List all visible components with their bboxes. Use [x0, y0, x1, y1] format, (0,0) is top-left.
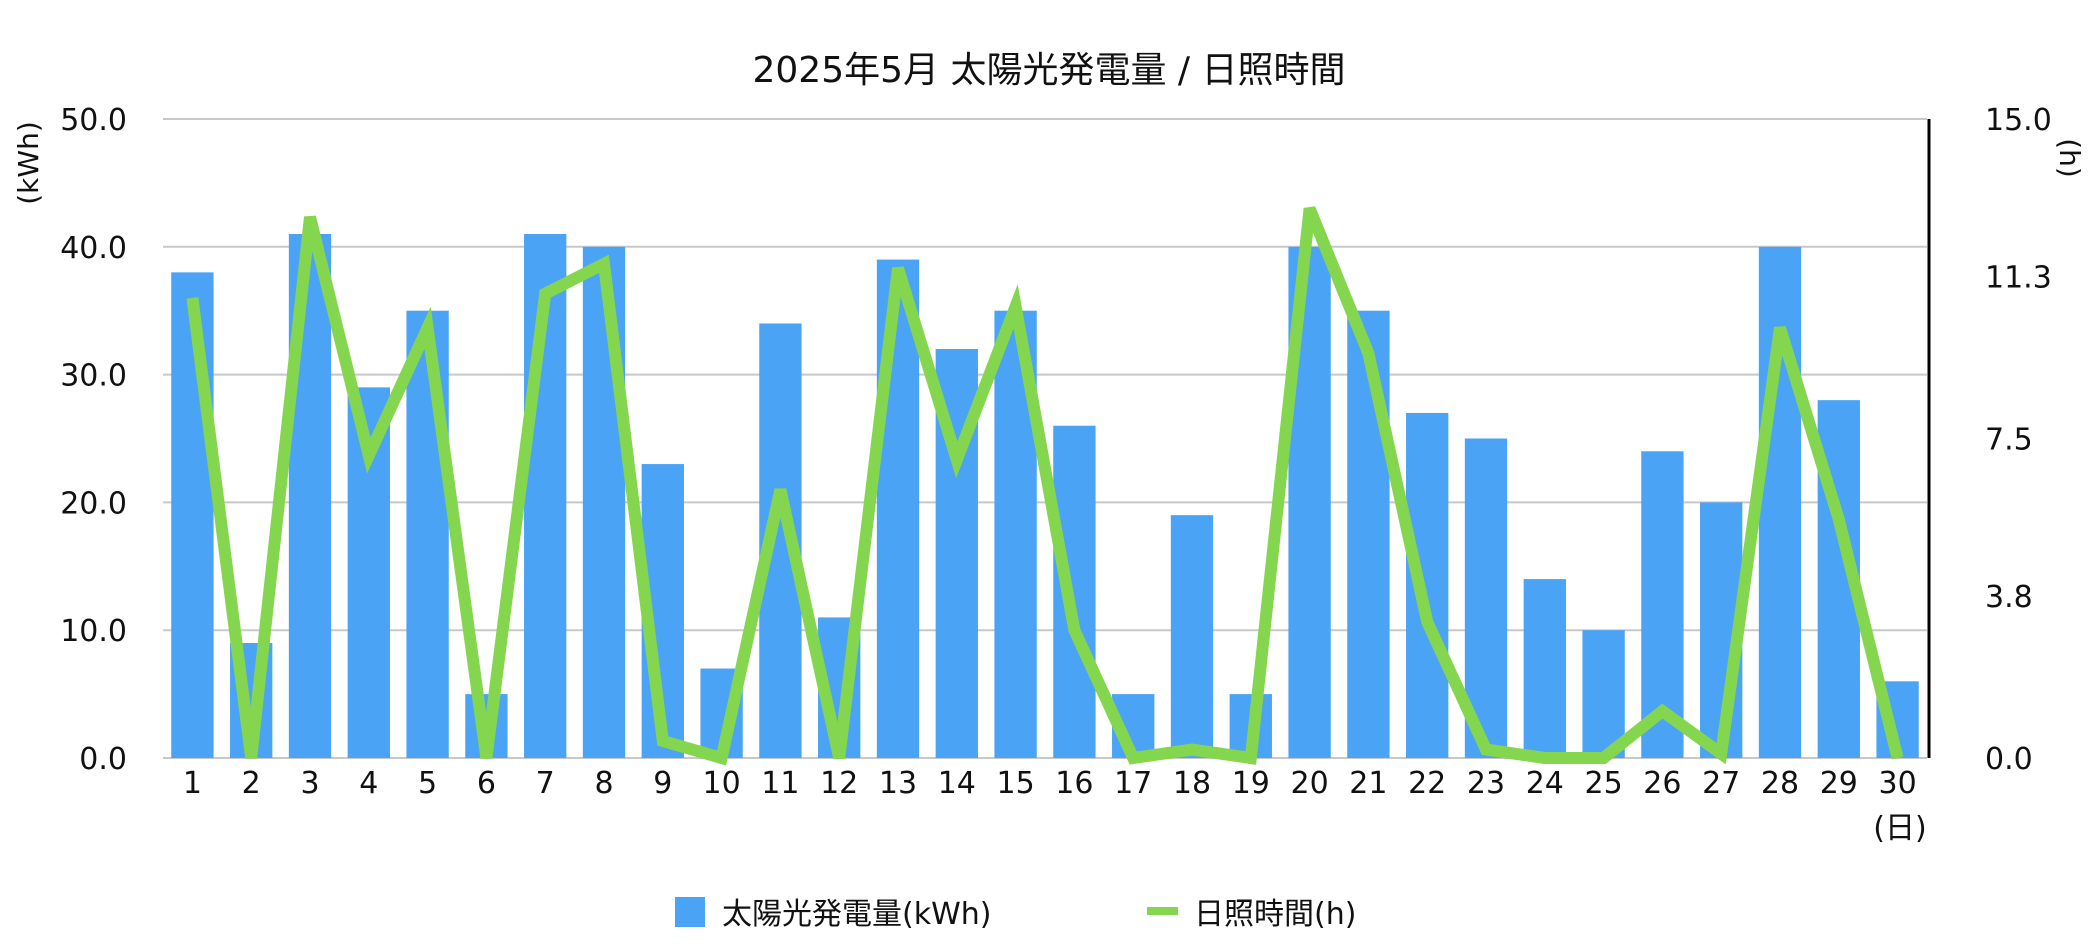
left-tick-label: 10.0	[60, 614, 127, 649]
bar	[1406, 412, 1449, 758]
right-tick-label: 3.8	[1985, 580, 2033, 615]
bar	[1582, 630, 1625, 758]
x-tick-label: 18	[1173, 766, 1211, 801]
x-tick-label: 25	[1585, 766, 1623, 801]
x-tick-label: 23	[1467, 766, 1505, 801]
left-axis-tick-labels: 0.0 10.0 20.0 30.0 40.0 50.0	[60, 103, 127, 777]
bar	[1523, 579, 1566, 758]
line-series-sunshine-hours	[186, 206, 1904, 766]
bar	[1170, 515, 1214, 758]
x-tick-label: 8	[594, 766, 613, 801]
bar	[171, 272, 214, 758]
legend-label-sunshine: 日照時間(h)	[1194, 897, 1356, 932]
left-axis-unit: (kWh)	[12, 121, 45, 205]
chart-title: 2025年5月 太陽光発電量 / 日照時間	[753, 50, 1346, 91]
x-tick-label: 9	[653, 766, 672, 801]
bar	[1758, 246, 1802, 759]
right-axis-unit: (h)	[2053, 138, 2086, 178]
x-tick-label: 26	[1643, 766, 1681, 801]
bar	[1347, 310, 1390, 758]
x-tick-label: 27	[1702, 766, 1740, 801]
right-tick-label: 0.0	[1985, 742, 2033, 777]
bar	[1053, 425, 1096, 758]
right-axis-tick-labels: 0.0 3.8 7.5 11.3 15.0	[1985, 103, 2052, 777]
x-tick-label: 4	[359, 766, 378, 801]
left-tick-label: 50.0	[60, 103, 127, 138]
x-tick-label: 28	[1761, 766, 1799, 801]
x-tick-label: 6	[477, 766, 496, 801]
x-tick-label: 7	[536, 766, 555, 801]
x-tick-label: 10	[703, 766, 741, 801]
x-tick-label: 30	[1879, 766, 1917, 801]
x-tick-label: 15	[997, 766, 1035, 801]
right-tick-label: 15.0	[1985, 103, 2052, 138]
x-tick-label: 14	[938, 766, 976, 801]
legend-swatch-generation	[675, 897, 705, 927]
x-tick-label: 13	[879, 766, 917, 801]
x-tick-label: 12	[820, 766, 858, 801]
x-tick-label: 22	[1408, 766, 1446, 801]
x-tick-label: 24	[1526, 766, 1564, 801]
x-tick-label: 16	[1055, 766, 1093, 801]
x-tick-label: 20	[1291, 766, 1329, 801]
left-tick-label: 20.0	[60, 486, 127, 521]
x-tick-label: 29	[1820, 766, 1858, 801]
legend: 太陽光発電量(kWh) 日照時間(h)	[675, 897, 1356, 932]
x-tick-label: 17	[1114, 766, 1152, 801]
x-tick-label: 5	[418, 766, 437, 801]
x-tick-label: 11	[761, 766, 799, 801]
x-tick-label: 3	[300, 766, 319, 801]
x-tick-label: 2	[242, 766, 261, 801]
right-tick-label: 7.5	[1985, 423, 2033, 458]
legend-label-generation: 太陽光発電量(kWh)	[722, 897, 991, 932]
left-tick-label: 0.0	[79, 742, 127, 777]
x-axis-unit: (日)	[1873, 811, 1926, 846]
x-tick-label: 19	[1232, 766, 1270, 801]
x-tick-label: 21	[1349, 766, 1387, 801]
bar	[406, 310, 449, 758]
bar	[582, 246, 626, 759]
right-tick-label: 11.3	[1985, 261, 2052, 296]
left-tick-label: 30.0	[60, 359, 127, 394]
x-tick-label: 1	[183, 766, 202, 801]
x-axis-tick-labels: 1 2 3 4 5 6 7 8 9 10 11 12 13 14 15 16 17 18 19 20 21 22 23 24 2…	[183, 766, 1917, 801]
left-tick-label: 40.0	[60, 231, 127, 266]
